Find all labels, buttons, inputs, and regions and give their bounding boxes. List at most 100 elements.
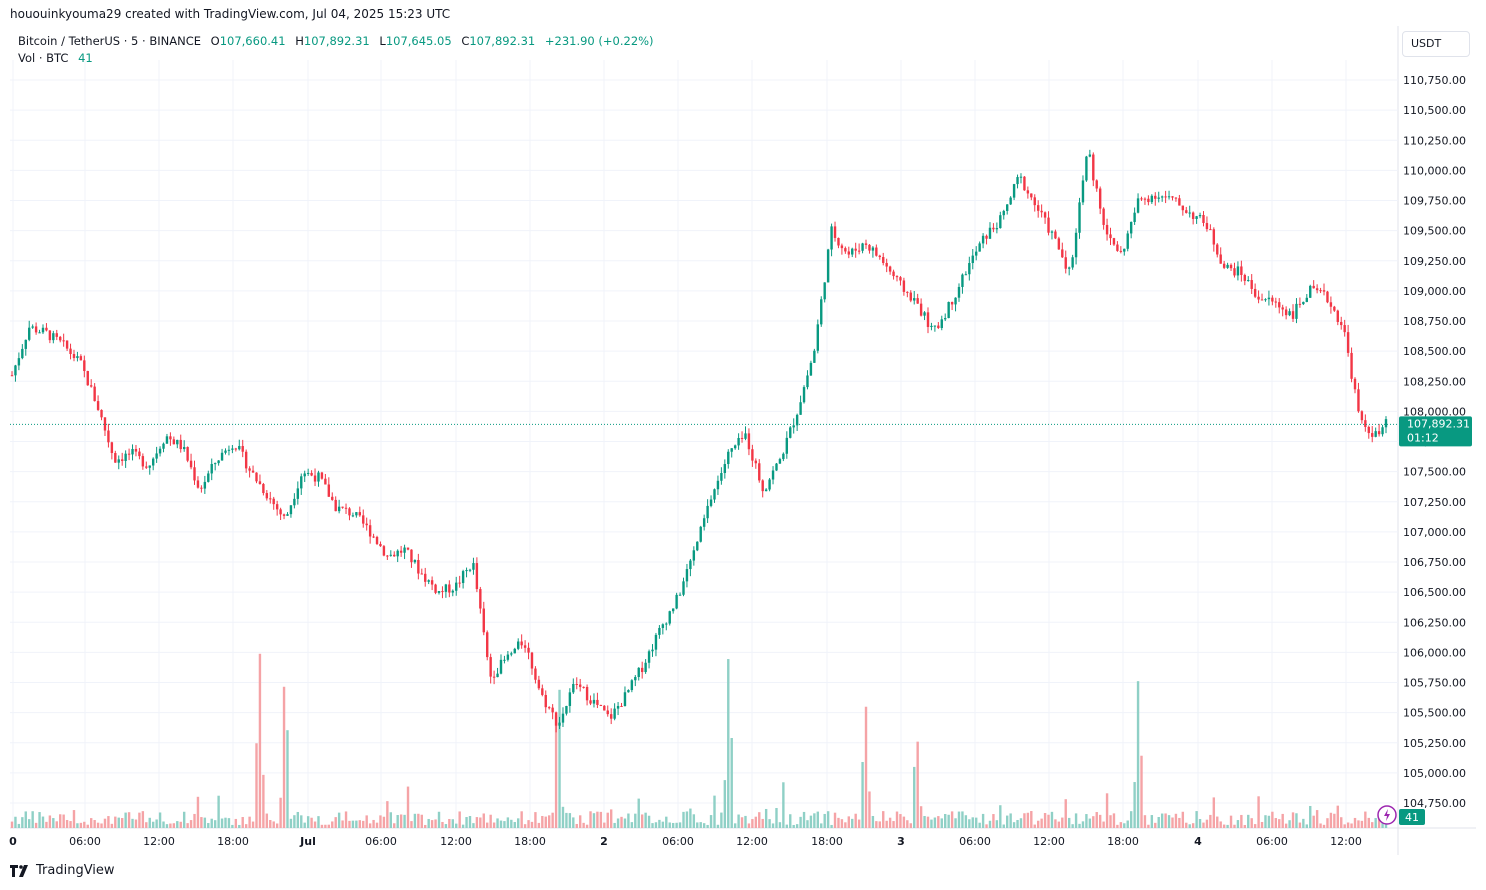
candle-body	[985, 235, 988, 239]
time-axis[interactable]: 0 06:00 12:00 18:00 Jul 06:00 12:00 18:00 2 06:00…	[9, 835, 1362, 848]
volume-bar	[293, 815, 296, 828]
candle-body	[658, 627, 661, 635]
candle-body	[733, 445, 737, 449]
candle-body	[634, 677, 637, 681]
candle-body	[944, 318, 947, 320]
volume-bar	[961, 811, 964, 828]
volume-bar	[34, 822, 38, 828]
volume-bar	[241, 817, 244, 828]
volume-bar	[661, 821, 665, 828]
volume-bar	[1264, 815, 1267, 828]
volume-bar	[93, 820, 96, 828]
candle-body	[1057, 238, 1061, 250]
candle-body	[503, 659, 506, 661]
volume-bar	[651, 823, 654, 828]
volume-bar	[1102, 821, 1105, 828]
volume-bar	[764, 808, 768, 828]
volume-bar	[1012, 822, 1016, 828]
candle-body	[947, 301, 950, 319]
volume-bar	[189, 820, 193, 828]
candle-body	[747, 433, 751, 450]
volume-bar	[675, 822, 678, 828]
candle-body	[885, 262, 888, 267]
candle-body	[372, 536, 375, 538]
volume-bar	[1315, 810, 1319, 828]
candle-body	[1012, 184, 1016, 198]
candle-body	[193, 467, 196, 481]
volume-bar	[17, 823, 21, 828]
tradingview-logo[interactable]: TradingView	[10, 863, 115, 878]
candle-body	[1157, 197, 1160, 199]
volume-label[interactable]: Vol · BTC	[18, 51, 69, 65]
volume-bar	[782, 782, 785, 828]
candle-body	[21, 348, 24, 359]
candle-body	[496, 673, 499, 678]
candle-body	[145, 466, 148, 468]
volume-bar	[1171, 817, 1174, 828]
volume-bar	[840, 819, 844, 828]
volume-bar	[685, 811, 689, 828]
candle-body	[375, 536, 379, 544]
volume-bar	[1219, 821, 1222, 828]
volume-bar	[427, 818, 430, 828]
volume-bar	[1371, 822, 1374, 828]
x-tick-label: 06:00	[662, 835, 694, 848]
candle-body	[534, 668, 537, 680]
candle-body	[1209, 229, 1212, 231]
candle-body	[813, 350, 816, 363]
volume-bar	[506, 817, 510, 828]
volume-bar	[1140, 755, 1143, 828]
volume-bar	[420, 814, 423, 828]
volume-bar	[1154, 822, 1157, 828]
candle-body	[661, 624, 665, 628]
candle-body	[396, 550, 399, 557]
candle-body	[1350, 352, 1353, 379]
volume-bar	[995, 820, 999, 828]
volume-bar	[913, 766, 916, 828]
candle-body	[1109, 234, 1112, 239]
candle-body	[1295, 303, 1298, 319]
candle-body	[864, 243, 868, 245]
candle-body	[337, 506, 341, 512]
volume-bar	[1360, 820, 1364, 828]
y-tick-label: 105,250.00	[1403, 737, 1466, 750]
candle-body	[213, 463, 217, 465]
candle-body	[537, 679, 541, 689]
currency-button[interactable]: USDT	[1402, 31, 1470, 57]
candle-body	[231, 448, 234, 450]
price-axis[interactable]: 110,750.00 110,500.00 110,250.00 110,000.00…	[1403, 74, 1466, 810]
candle-body	[479, 589, 482, 609]
x-tick-label: 18:00	[1107, 835, 1139, 848]
volume-bar	[1353, 817, 1357, 828]
candle-body	[1167, 196, 1171, 198]
volume-bar	[1105, 793, 1109, 828]
volume-bar	[534, 812, 537, 828]
volume-bar	[592, 813, 596, 828]
volume-bar	[306, 816, 310, 828]
candle-body	[1253, 288, 1257, 297]
candle-body	[933, 325, 937, 327]
volume-legend: Vol · BTC 41	[18, 51, 93, 65]
volume-bar	[716, 824, 720, 828]
volume-bar	[127, 812, 131, 828]
candle-body	[1147, 198, 1150, 203]
y-tick-label: 106,250.00	[1403, 616, 1466, 629]
volume-bar	[723, 780, 727, 828]
volume-bar	[1112, 813, 1116, 828]
candle-body	[861, 243, 864, 251]
symbol-name[interactable]: Bitcoin / TetherUS · 5 · BINANCE	[18, 34, 201, 48]
candle-body	[561, 713, 565, 723]
candle-body	[100, 409, 103, 418]
volume-bar	[878, 821, 881, 828]
volume-bar	[620, 816, 623, 828]
volume-bar	[751, 819, 754, 828]
candle-body	[585, 686, 589, 701]
candle-body	[782, 453, 785, 460]
open-label: O	[210, 34, 220, 48]
candle-body	[544, 694, 547, 708]
volume-bar	[210, 818, 213, 828]
volume-bar	[609, 809, 613, 828]
volume-bar	[875, 821, 878, 828]
volume-bar	[444, 824, 448, 828]
